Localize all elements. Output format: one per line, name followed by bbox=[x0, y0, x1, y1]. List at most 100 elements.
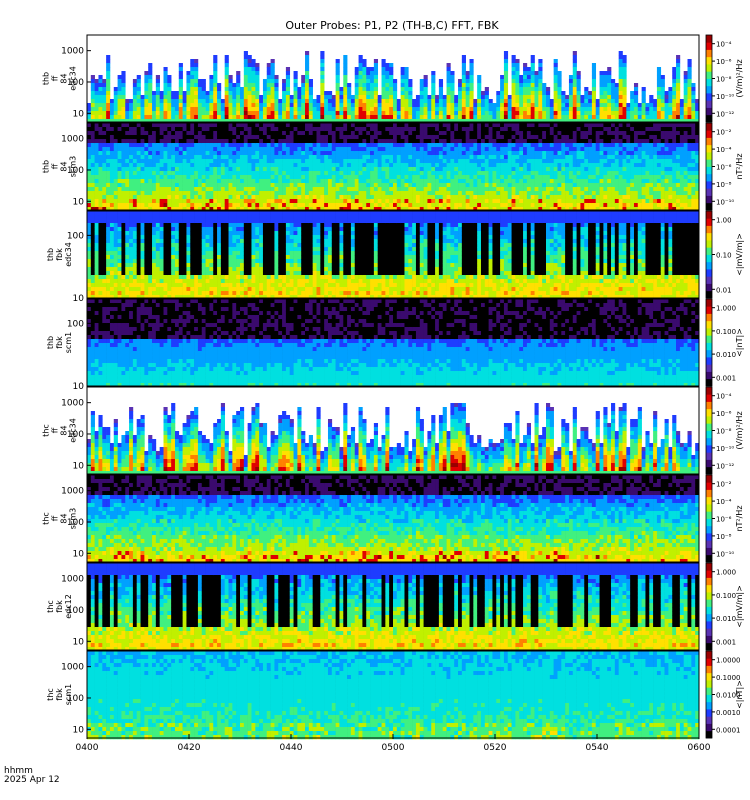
colorbar-tick-label: 1.0000 bbox=[716, 657, 741, 665]
y-tick-label: 100 bbox=[67, 606, 84, 616]
panel-label-line: fbk bbox=[55, 248, 64, 261]
colorbar-tick-label: 10⁻⁶ bbox=[716, 164, 732, 172]
panel-thc-fbk-edc12: 1000 100 10 thc fbk edc12 1.000 0.100 0.010 0.001… bbox=[46, 562, 744, 652]
colorbar-label: <|mV/m|> bbox=[735, 233, 744, 276]
colorbar-tick-label: 10⁻⁸ bbox=[716, 181, 732, 189]
y-tick-label: 100 bbox=[67, 430, 84, 440]
colorbar-tick-label: 0.01 bbox=[716, 286, 732, 294]
panel-frame bbox=[86, 210, 700, 299]
panel-frame bbox=[86, 474, 700, 563]
spectrogram-thb-fbk-edc34 bbox=[87, 211, 700, 300]
x-tick-label: 0540 bbox=[586, 743, 609, 753]
x-tick-label: 0400 bbox=[76, 743, 99, 753]
panel-label-line: scm3 bbox=[69, 156, 78, 177]
panel-label-line: scm1 bbox=[64, 684, 73, 705]
panel-label-line: edc34 bbox=[64, 242, 73, 267]
panel-label-line: ff bbox=[51, 427, 60, 433]
panel-label-line: edc34 bbox=[69, 66, 78, 91]
colorbar-tick-label: 0.0010 bbox=[716, 709, 741, 717]
colorbar-tick-label: 10⁻⁶ bbox=[716, 410, 732, 418]
colorbar-label: (V/m)²/Hz bbox=[735, 411, 744, 449]
panel-label-line: scm3 bbox=[69, 508, 78, 529]
panel-label-line: fbk bbox=[55, 600, 64, 613]
colorbar-tick-label: 10⁻¹⁰ bbox=[716, 93, 734, 101]
colorbar-tick-label: 10⁻¹² bbox=[716, 110, 734, 118]
x-tick-label: 0600 bbox=[688, 743, 711, 753]
colorbar-label: <|mV/m|> bbox=[735, 585, 744, 628]
y-tick-label: 100 bbox=[67, 319, 84, 329]
y-tick-label: 100 bbox=[67, 166, 84, 176]
y-tick-label: 1000 bbox=[61, 135, 84, 145]
panel-label-line: ff bbox=[51, 163, 60, 169]
colorbar-label: (V/m)²/Hz bbox=[735, 59, 744, 97]
spectrogram-thc-ffp-edc34 bbox=[87, 403, 700, 476]
panel-label-line: thc bbox=[42, 424, 51, 437]
panel-label-line: 84 bbox=[60, 425, 69, 435]
corner-label-hhmm: hhmm bbox=[4, 766, 33, 776]
colorbar-tick-label: 10⁻⁴ bbox=[716, 498, 732, 506]
colorbar-tick-label: 10⁻⁸ bbox=[716, 533, 732, 541]
colorbar-tick-label: 0.100 bbox=[716, 592, 736, 600]
colorbar-thb-fbk-scm1: 1.000 0.100 0.010 0.001 <|nT|> bbox=[705, 298, 744, 387]
panel-label-line: thb bbox=[42, 160, 51, 173]
x-tick-label: 0500 bbox=[382, 743, 405, 753]
colorbar-tick-label: 10⁻¹² bbox=[716, 462, 734, 470]
panel-label-line: ff bbox=[51, 515, 60, 521]
colorbar-thc-fbk-edc12: 1.000 0.100 0.010 0.001 <|mV/m|> bbox=[705, 562, 744, 651]
spectrogram-thc-fbk-scm1 bbox=[87, 651, 700, 740]
colorbar-tick-label: 0.001 bbox=[716, 374, 736, 382]
panel-thc-fbk-scm1: 1000 100 10 thc fbk scm1 1.0000 0.1000 0.0100 0.0… bbox=[46, 650, 744, 740]
colorbar-tick-label: 10⁻¹⁰ bbox=[716, 550, 734, 558]
colorbar-thc-ffp-edc34: 10⁻⁴ 10⁻⁶ 10⁻⁸ 10⁻¹⁰ 10⁻¹² (V/m)²/Hz bbox=[705, 386, 744, 475]
y-tick-label: 10 bbox=[73, 461, 85, 471]
time-axis: 0400 0420 0440 0500 0520 0540 0600 bbox=[76, 734, 711, 753]
spectrogram-thb-ffp-scm3 bbox=[87, 123, 700, 212]
colorbar-tick-label: 10⁻⁸ bbox=[716, 76, 732, 84]
colorbar-thb-ffp-edc34: 10⁻⁴ 10⁻⁶ 10⁻⁸ 10⁻¹⁰ 10⁻¹² (V/m)²/Hz bbox=[705, 34, 744, 123]
colorbar-label: nT²/Hz bbox=[735, 153, 744, 179]
panel-label-line: fbk bbox=[55, 688, 64, 701]
spectrogram-thb-ffp-edc34 bbox=[87, 51, 700, 124]
corner-label-date: 2025 Apr 12 bbox=[4, 775, 60, 785]
colorbar-tick-label: 0.10 bbox=[716, 252, 732, 260]
panel-label-line: thc bbox=[42, 512, 51, 525]
colorbar-tick-label: 10⁻⁶ bbox=[716, 58, 732, 66]
panel-label-line: fbk bbox=[55, 336, 64, 349]
colorbar-tick-label: 1.000 bbox=[716, 569, 736, 577]
y-tick-label: 1000 bbox=[61, 663, 84, 673]
colorbar-tick-label: 10⁻² bbox=[716, 129, 732, 137]
y-tick-label: 10 bbox=[73, 109, 85, 119]
y-tick-label: 10 bbox=[73, 294, 85, 304]
y-tick-label: 10 bbox=[73, 637, 85, 647]
colorbar-label: <|nT|> bbox=[735, 680, 744, 709]
chart-title: Outer Probes: P1, P2 (TH-B,C) FFT, FBK bbox=[285, 19, 499, 32]
colorbar-tick-label: 0.0100 bbox=[716, 692, 741, 700]
x-tick-label: 0520 bbox=[484, 743, 507, 753]
spectrogram-thb-fbk-scm1 bbox=[87, 299, 700, 388]
panel-label-line: 84 bbox=[60, 161, 69, 171]
colorbar-tick-label: 10⁻¹⁰ bbox=[716, 198, 734, 206]
y-tick-label: 10 bbox=[73, 725, 85, 735]
panel-label-line: edc34 bbox=[69, 418, 78, 443]
panel-label-line: edc12 bbox=[64, 594, 73, 619]
colorbar-tick-label: 10⁻⁴ bbox=[716, 41, 732, 49]
panel-frame bbox=[86, 34, 700, 123]
panel-label-line: thb bbox=[46, 336, 55, 349]
panel-label-line: 84 bbox=[60, 513, 69, 523]
colorbar-tick-label: 10⁻⁶ bbox=[716, 516, 732, 524]
panel-frame bbox=[86, 122, 700, 211]
y-tick-label: 10 bbox=[73, 197, 85, 207]
colorbar-thc-ffp-scm3: 10⁻² 10⁻⁴ 10⁻⁶ 10⁻⁸ 10⁻¹⁰ nT²/Hz bbox=[705, 474, 744, 563]
panel-label-line: 84 bbox=[60, 73, 69, 83]
panel-label-line: scm1 bbox=[64, 332, 73, 353]
panel-thb-ffp-scm3: 1000 100 10 thb ff 84 scm3 10⁻² 10⁻⁴ 10⁻⁶ 10⁻⁸ 10⁻¹… bbox=[42, 122, 744, 212]
y-tick-label: 1000 bbox=[61, 399, 84, 409]
panel-frame bbox=[86, 386, 700, 475]
panel-thb-fbk-scm1: 100 10 thb fbk scm1 1.000 0.100 0.010 0.001 <|nT|… bbox=[46, 298, 744, 392]
y-tick-label: 1000 bbox=[61, 487, 84, 497]
colorbar-tick-label: 0.001 bbox=[716, 638, 736, 646]
colorbar-tick-label: 0.1000 bbox=[716, 674, 741, 682]
colorbar-tick-label: 10⁻⁴ bbox=[716, 146, 732, 154]
